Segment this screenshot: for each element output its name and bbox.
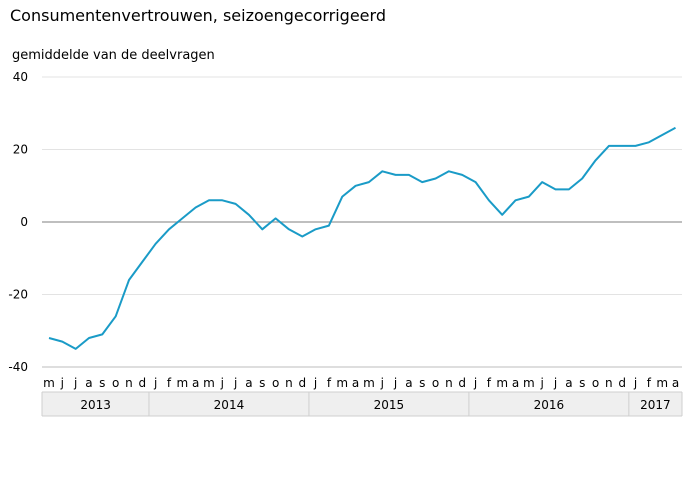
y-tick-label: -40 <box>8 360 28 374</box>
x-tick-label: j <box>633 376 637 390</box>
month-row-bg <box>42 367 682 392</box>
x-tick-label: d <box>138 376 146 390</box>
x-tick-label: j <box>540 376 544 390</box>
year-label: 2014 <box>214 398 245 412</box>
x-tick-label: j <box>553 376 557 390</box>
x-tick-label: j <box>60 376 64 390</box>
x-tick-label: j <box>380 376 384 390</box>
y-tick-label: 0 <box>20 215 28 229</box>
y-tick-label: 20 <box>13 143 28 157</box>
x-tick-label: s <box>259 376 265 390</box>
x-tick-label: m <box>203 376 215 390</box>
x-tick-label: j <box>73 376 77 390</box>
x-tick-label: j <box>153 376 157 390</box>
x-tick-label: j <box>220 376 224 390</box>
x-tick-label: s <box>579 376 585 390</box>
x-tick-label: j <box>473 376 477 390</box>
x-tick-label: a <box>512 376 519 390</box>
x-tick-label: j <box>313 376 317 390</box>
x-tick-label: o <box>112 376 119 390</box>
x-tick-label: m <box>523 376 535 390</box>
x-tick-label: m <box>656 376 668 390</box>
x-tick-label: a <box>245 376 252 390</box>
x-tick-label: n <box>445 376 453 390</box>
x-tick-label: a <box>85 376 92 390</box>
year-label: 2017 <box>640 398 671 412</box>
x-tick-label: s <box>419 376 425 390</box>
year-label: 2013 <box>80 398 111 412</box>
x-tick-label: a <box>192 376 199 390</box>
x-tick-label: f <box>487 376 492 390</box>
x-tick-label: o <box>272 376 279 390</box>
x-tick-label: a <box>565 376 572 390</box>
x-tick-label: a <box>672 376 679 390</box>
x-tick-label: d <box>298 376 306 390</box>
x-tick-label: s <box>99 376 105 390</box>
year-label: 2015 <box>374 398 405 412</box>
x-tick-label: f <box>327 376 332 390</box>
x-tick-label: a <box>352 376 359 390</box>
x-tick-label: n <box>605 376 613 390</box>
x-tick-label: m <box>336 376 348 390</box>
chart-title: Consumentenvertrouwen, seizoengecorrigee… <box>10 6 386 25</box>
x-tick-label: j <box>233 376 237 390</box>
year-label: 2016 <box>534 398 565 412</box>
x-tick-label: n <box>125 376 133 390</box>
x-tick-label: m <box>496 376 508 390</box>
x-tick-label: m <box>43 376 55 390</box>
x-tick-label: o <box>592 376 599 390</box>
y-tick-label: -20 <box>8 288 28 302</box>
x-tick-label: f <box>167 376 172 390</box>
x-tick-label: a <box>405 376 412 390</box>
year-row-bg <box>42 392 682 416</box>
x-tick-label: m <box>176 376 188 390</box>
x-tick-label: n <box>285 376 293 390</box>
x-tick-label: d <box>618 376 626 390</box>
x-tick-label: o <box>432 376 439 390</box>
series-line <box>48 126 676 350</box>
x-tick-label: m <box>363 376 375 390</box>
x-tick-label: j <box>393 376 397 390</box>
y-tick-label: 40 <box>13 70 28 84</box>
x-tick-label: d <box>458 376 466 390</box>
x-tick-label: f <box>647 376 652 390</box>
y-axis-label: gemiddelde van de deelvragen <box>12 48 215 63</box>
